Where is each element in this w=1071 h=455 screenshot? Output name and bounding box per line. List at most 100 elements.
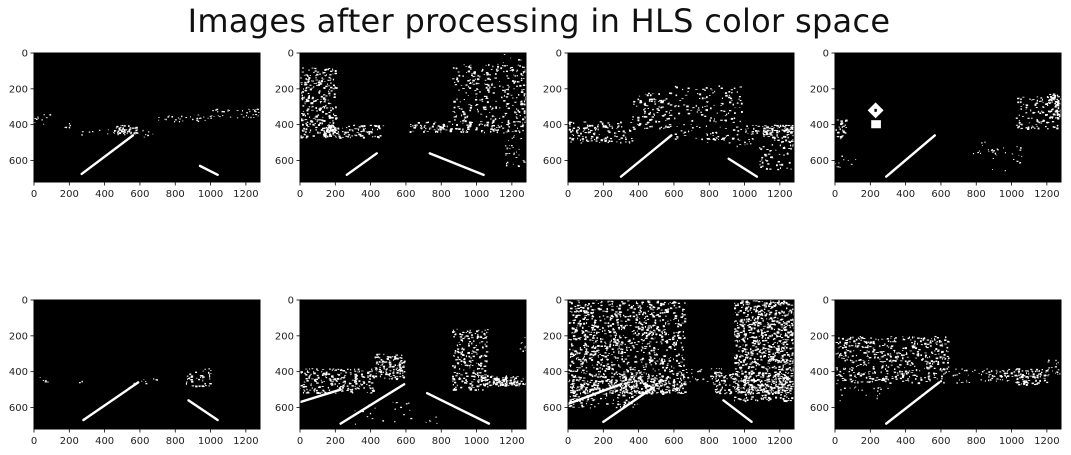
noise-pixel <box>475 333 477 334</box>
noise-pixel <box>458 75 460 76</box>
noise-pixel <box>305 374 307 375</box>
noise-pixel <box>320 102 321 104</box>
noise-pixel <box>582 136 584 137</box>
noise-pixel <box>322 369 324 370</box>
noise-pixel <box>510 383 512 384</box>
noise-pixel <box>637 316 638 317</box>
noise-pixel <box>600 320 602 321</box>
noise-pixel <box>656 328 658 329</box>
noise-pixel <box>638 323 639 324</box>
noise-pixel <box>745 371 747 373</box>
noise-pixel <box>596 140 598 141</box>
noise-pixel <box>572 371 574 372</box>
noise-pixel <box>791 375 792 377</box>
noise-pixel <box>314 83 316 84</box>
noise-pixel <box>328 103 330 104</box>
noise-pixel <box>367 416 369 417</box>
noise-pixel <box>664 359 665 361</box>
noise-pixel <box>997 149 999 150</box>
noise-pixel <box>458 352 460 353</box>
noise-pixel <box>313 135 315 137</box>
noise-pixel <box>604 345 606 346</box>
noise-pixel <box>767 337 768 338</box>
noise-pixel <box>625 316 626 317</box>
noise-pixel <box>491 84 493 85</box>
noise-pixel <box>716 138 718 139</box>
noise-pixel <box>489 385 491 386</box>
noise-pixel <box>641 374 643 375</box>
noise-pixel <box>335 369 337 370</box>
noise-pixel <box>355 386 356 387</box>
noise-pixel <box>585 132 587 133</box>
noise-pixel <box>583 370 584 372</box>
noise-pixel <box>330 128 331 130</box>
noise-pixel <box>1012 154 1014 155</box>
noise-pixel <box>741 103 743 105</box>
noise-pixel <box>616 320 617 321</box>
noise-pixel <box>773 320 775 321</box>
noise-pixel <box>1052 95 1053 96</box>
noise-pixel <box>635 332 636 334</box>
noise-pixel <box>606 316 608 317</box>
noise-pixel <box>638 312 640 313</box>
noise-pixel <box>782 137 783 139</box>
noise-pixel <box>581 323 582 324</box>
noise-pixel <box>647 376 648 377</box>
noise-pixel <box>614 313 616 314</box>
noise-pixel <box>765 350 766 351</box>
noise-pixel <box>658 315 661 317</box>
noise-pixel <box>456 115 457 117</box>
noise-pixel <box>992 152 994 153</box>
noise-pixel <box>389 363 391 365</box>
noise-pixel <box>661 310 663 311</box>
noise-pixel <box>499 118 500 119</box>
noise-pixel <box>306 74 308 75</box>
noise-pixel <box>604 342 605 343</box>
noise-pixel <box>328 80 329 81</box>
noise-pixel <box>593 399 595 400</box>
noise-pixel <box>575 338 577 340</box>
noise-pixel <box>654 371 656 372</box>
noise-pixel <box>402 375 403 376</box>
noise-pixel <box>350 369 351 370</box>
noise-pixel <box>1025 112 1027 113</box>
noise-pixel <box>979 151 980 152</box>
noise-pixel <box>746 308 748 310</box>
noise-pixel <box>185 117 187 118</box>
y-tick-label: 200 <box>543 84 562 95</box>
noise-pixel <box>636 372 638 373</box>
noise-pixel <box>391 378 393 379</box>
noise-pixel <box>638 307 639 308</box>
noise-pixel <box>593 133 594 135</box>
noise-pixel <box>510 380 512 381</box>
noise-pixel <box>383 372 384 373</box>
noise-pixel <box>92 131 93 132</box>
noise-pixel <box>677 323 679 324</box>
noise-pixel <box>743 360 745 361</box>
noise-pixel <box>786 302 787 304</box>
noise-pixel <box>683 133 685 134</box>
noise-pixel <box>585 136 586 138</box>
noise-pixel <box>588 326 589 327</box>
noise-pixel <box>763 136 765 137</box>
noise-pixel <box>587 332 589 333</box>
noise-pixel <box>752 332 754 334</box>
noise-pixel <box>754 343 756 344</box>
noise-pixel <box>1056 99 1058 100</box>
noise-pixel <box>622 356 623 357</box>
noise-pixel <box>216 109 218 110</box>
noise-pixel <box>623 361 625 363</box>
noise-pixel <box>772 321 774 322</box>
noise-pixel <box>332 131 333 132</box>
noise-pixel <box>618 341 619 342</box>
noise-pixel <box>617 357 619 358</box>
noise-pixel <box>570 311 571 312</box>
noise-pixel <box>646 332 647 334</box>
noise-pixel <box>326 131 328 132</box>
noise-pixel <box>742 325 745 327</box>
noise-pixel <box>778 321 780 322</box>
x-tick-label: 800 <box>166 436 185 447</box>
noise-pixel <box>334 115 336 116</box>
noise-pixel <box>713 135 714 136</box>
noise-pixel <box>672 344 674 345</box>
